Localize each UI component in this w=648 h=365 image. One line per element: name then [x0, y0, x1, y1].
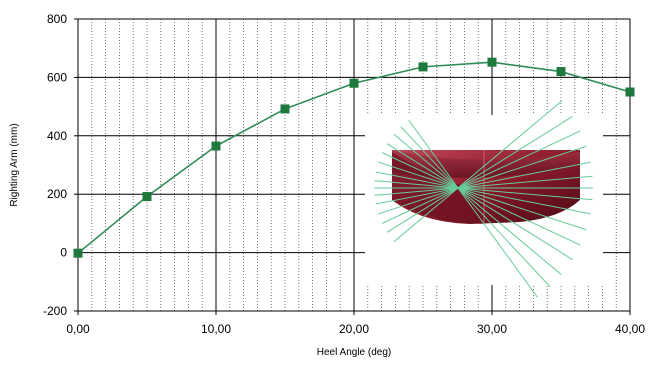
waterline — [378, 145, 587, 215]
waterline — [378, 161, 587, 231]
waterline — [381, 152, 581, 246]
plot-area-frame — [77, 18, 631, 312]
waterline — [386, 143, 573, 260]
data-point — [487, 57, 497, 67]
waterline — [374, 180, 593, 201]
data-point — [556, 67, 566, 77]
waterline — [375, 161, 591, 205]
data-point — [349, 78, 359, 88]
x-tick-label: 20,00 — [339, 322, 369, 336]
data-point — [280, 104, 290, 114]
x-tick-labels: 0,00 10,00 20,00 30,00 40,00 — [66, 322, 645, 336]
y-tick-labels: -200 0 200 400 600 800 — [43, 12, 67, 318]
x-tick-label: 40,00 — [615, 322, 645, 336]
heel-waterlines — [374, 100, 593, 298]
x-tick-label: 10,00 — [201, 322, 231, 336]
x-axis-title: Heel Angle (deg) — [317, 347, 392, 358]
data-point — [142, 192, 152, 202]
waterline — [408, 119, 538, 298]
y-axis-title: Righting Arm (mm) — [9, 123, 20, 206]
data-point — [625, 87, 635, 97]
x-tick-label: 30,00 — [477, 322, 507, 336]
waterline — [386, 116, 573, 233]
waterline — [400, 126, 551, 288]
data-point — [73, 248, 83, 258]
y-tick-label: 600 — [47, 70, 67, 84]
y-tick-label: 800 — [47, 12, 67, 26]
waterline — [375, 171, 591, 215]
data-point — [418, 62, 428, 72]
y-tick-label: 200 — [47, 187, 67, 201]
waterline — [374, 175, 593, 196]
hull-illustration — [365, 100, 603, 298]
y-tick-label: 400 — [47, 129, 67, 143]
waterline — [393, 100, 562, 243]
waterline — [393, 133, 562, 276]
y-tick-label: 0 — [60, 246, 67, 260]
data-point — [211, 141, 221, 151]
y-tick-label: -200 — [43, 304, 67, 318]
series-layer — [73, 57, 635, 258]
waterline — [381, 130, 581, 224]
x-tick-label: 0,00 — [66, 322, 90, 336]
